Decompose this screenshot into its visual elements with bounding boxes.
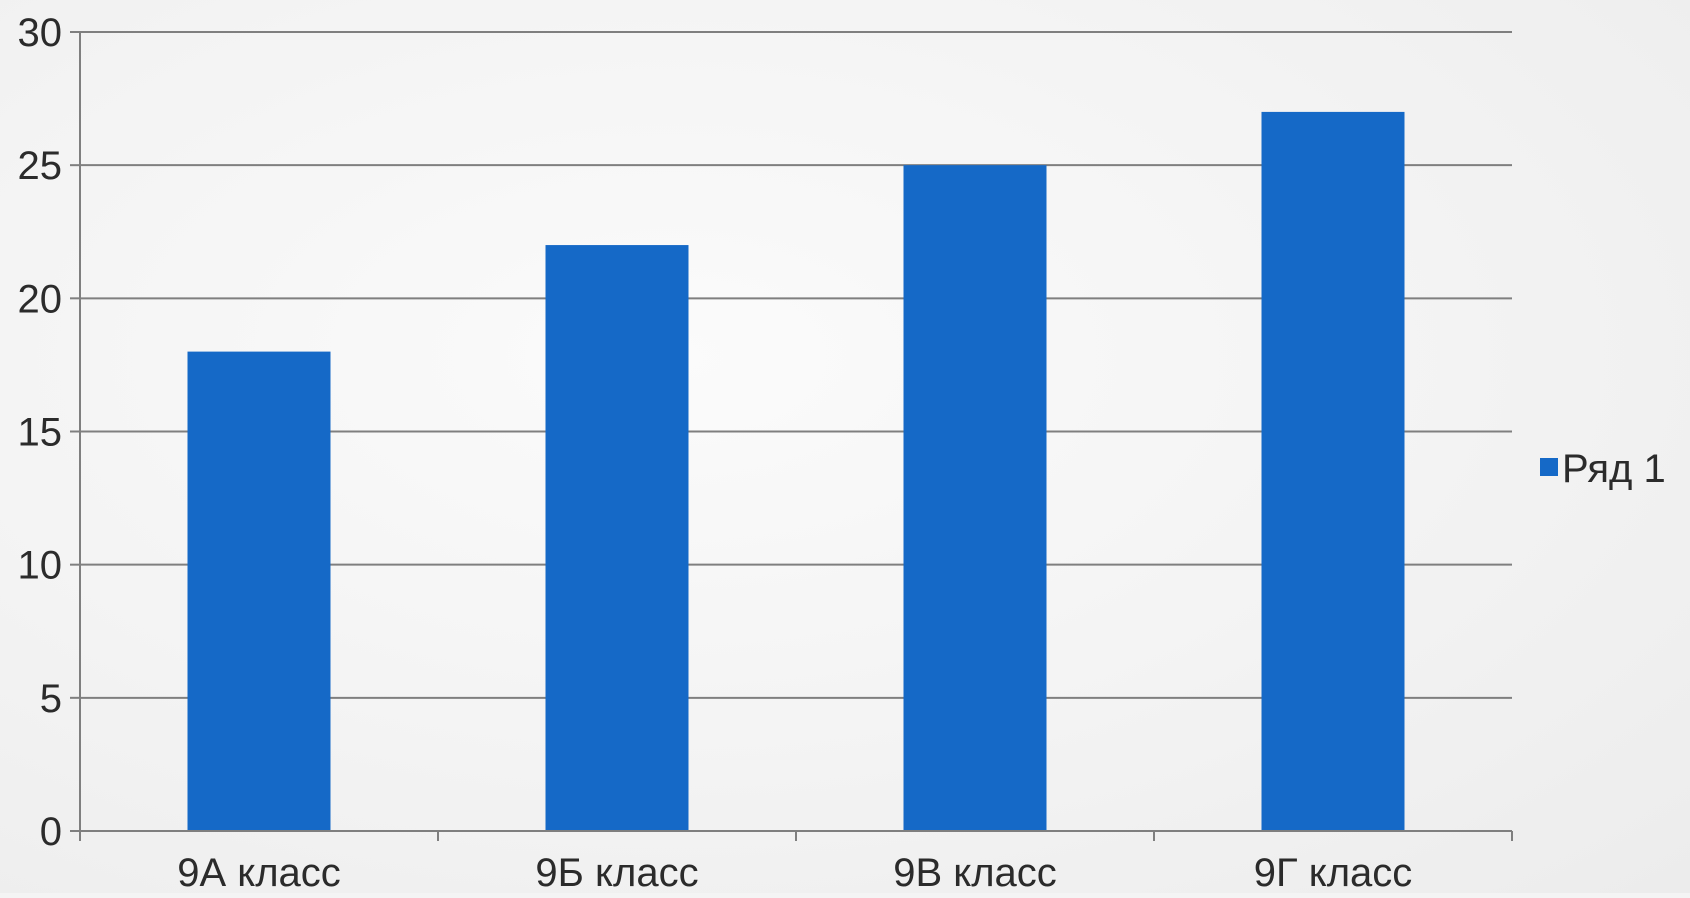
bars	[187, 111, 1405, 832]
bar	[903, 165, 1047, 831]
x-category-label: 9В класс	[893, 851, 1057, 893]
x-category-label: 9Б класс	[535, 851, 698, 893]
legend-label: Ряд 1	[1562, 447, 1666, 491]
bar	[187, 351, 331, 831]
y-tick-label: 0	[40, 810, 62, 854]
legend-swatch	[1540, 458, 1558, 476]
y-tick-label: 20	[18, 277, 63, 321]
x-category-labels: 9А класс 9Б класс 9В класс 9Г класс	[177, 851, 1413, 895]
x-category-label: 9Г класс	[1254, 851, 1413, 893]
bar	[545, 245, 689, 832]
y-tick-label: 15	[18, 411, 63, 455]
y-tick-label: 30	[18, 11, 63, 55]
bar	[1261, 111, 1405, 831]
legend: Ряд 1	[1540, 447, 1666, 491]
y-tick-labels: 0 5 10 15 20 25 30	[18, 11, 63, 854]
y-tick-label: 10	[18, 544, 63, 588]
x-category-label: 9А класс	[177, 851, 341, 893]
y-tick-label: 5	[40, 677, 62, 721]
y-tick-label: 25	[18, 144, 63, 188]
axes	[70, 31, 1513, 841]
